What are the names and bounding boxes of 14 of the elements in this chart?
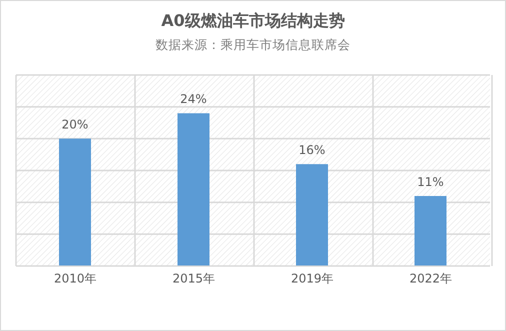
data-label: 20% (62, 118, 88, 132)
bar (414, 196, 446, 266)
x-tick-label: 2019年 (290, 272, 334, 286)
data-label: 11% (417, 174, 444, 189)
data-label: 24% (180, 92, 207, 106)
chart-title: A0级燃油车市场结构走势 (160, 11, 346, 32)
chart-subtitle: 数据来源：乘用车市场信息联席会 (154, 37, 352, 54)
x-tick-label: 2015年 (172, 272, 216, 286)
data-label: 16% (298, 143, 326, 158)
bar (296, 164, 328, 266)
bar (178, 113, 210, 266)
x-tick-label: 2022年 (409, 272, 452, 286)
bar (59, 138, 91, 266)
x-tick-label: 2010年 (54, 272, 97, 286)
